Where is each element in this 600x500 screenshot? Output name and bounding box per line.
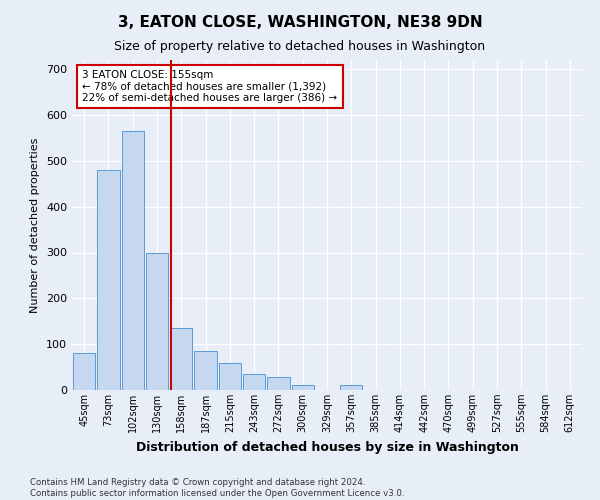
Bar	[194, 351, 217, 390]
Bar	[146, 252, 168, 390]
X-axis label: Distribution of detached houses by size in Washington: Distribution of detached houses by size …	[136, 440, 518, 454]
Bar	[97, 170, 119, 390]
Y-axis label: Number of detached properties: Number of detached properties	[31, 138, 40, 312]
Bar	[122, 131, 144, 390]
Bar	[340, 386, 362, 390]
Bar	[170, 328, 193, 390]
Text: Contains HM Land Registry data © Crown copyright and database right 2024.
Contai: Contains HM Land Registry data © Crown c…	[30, 478, 404, 498]
Bar	[243, 374, 265, 390]
Text: 3 EATON CLOSE: 155sqm
← 78% of detached houses are smaller (1,392)
22% of semi-d: 3 EATON CLOSE: 155sqm ← 78% of detached …	[82, 70, 337, 103]
Bar	[267, 377, 290, 390]
Bar	[73, 354, 95, 390]
Bar	[292, 384, 314, 390]
Text: 3, EATON CLOSE, WASHINGTON, NE38 9DN: 3, EATON CLOSE, WASHINGTON, NE38 9DN	[118, 15, 482, 30]
Bar	[218, 362, 241, 390]
Text: Size of property relative to detached houses in Washington: Size of property relative to detached ho…	[115, 40, 485, 53]
